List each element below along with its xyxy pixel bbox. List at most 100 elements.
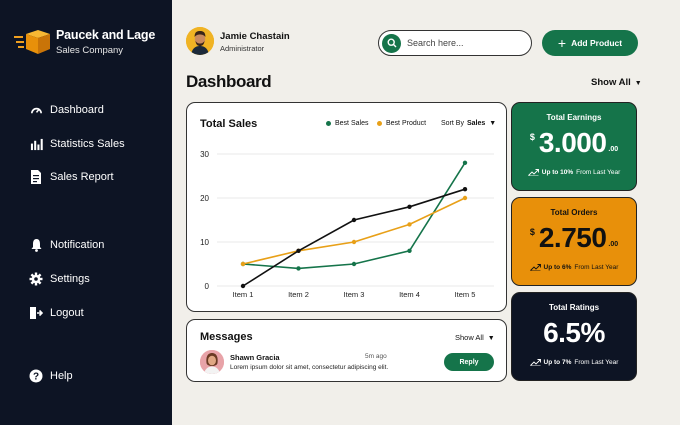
user-role: Administrator	[220, 44, 265, 53]
y-tick-label: 0	[205, 282, 210, 291]
logout-icon	[28, 305, 44, 321]
series-line	[242, 197, 466, 265]
trend-up-icon	[529, 264, 541, 271]
sidebar-item-label: Notification	[50, 239, 105, 251]
total-orders-card: Total Orders $ 2.750 .00 Up to 6% From L…	[511, 197, 637, 286]
svg-text:?: ?	[33, 372, 39, 383]
sidebar-item-help[interactable]: ? Help	[28, 368, 73, 384]
reply-button[interactable]: Reply	[444, 353, 494, 371]
legend-item-best-product: Best Product	[377, 120, 426, 127]
caret-down-icon: ▼	[634, 80, 642, 87]
sidebar-item-label: Help	[50, 370, 73, 382]
legend-dot	[377, 121, 382, 126]
data-point	[296, 248, 301, 253]
sidebar-item-dashboard[interactable]: Dashboard	[28, 102, 104, 118]
stat-change-value: Up to 6%	[543, 263, 572, 271]
stat-label: Total Ratings	[548, 303, 600, 312]
y-tick-label: 10	[200, 238, 209, 247]
caret-down-icon: ▼	[489, 120, 497, 127]
data-point	[351, 261, 357, 267]
messages-card: Messages Show All ▼ Shawn Gracia 5m ago L…	[186, 319, 507, 382]
message-time: 5m ago	[365, 353, 387, 360]
x-tick-label: Item 5	[455, 290, 476, 299]
brand-name: Paucek and Lage	[56, 28, 156, 42]
stat-value: $ 2.750 .00	[512, 222, 636, 254]
gear-icon	[28, 271, 44, 287]
data-point	[407, 222, 412, 227]
series-line	[242, 188, 466, 287]
sidebar-item-label: Dashboard	[50, 104, 104, 116]
sidebar-item-logout[interactable]: Logout	[28, 305, 84, 321]
x-tick-label: Item 1	[233, 290, 254, 299]
sort-by-value: Sales	[466, 120, 486, 127]
message-text: Lorem ipsum dolor sit amet, consectetur …	[230, 364, 389, 371]
sidebar-item-label: Sales Report	[50, 171, 114, 183]
gauge-icon	[28, 102, 44, 118]
legend-dot	[326, 121, 331, 126]
y-tick-label: 20	[200, 194, 209, 203]
data-point	[462, 160, 468, 165]
stat-value: 6.5%	[512, 317, 636, 349]
y-tick-label: 30	[200, 150, 209, 159]
messages-title: Messages	[200, 331, 253, 343]
stat-amount: 6.5%	[543, 317, 605, 348]
sort-by-dropdown[interactable]: Sort By Sales ▼	[441, 120, 496, 127]
data-point	[296, 266, 301, 271]
sidebar-item-label: Logout	[50, 307, 84, 319]
stat-value: $ 3.000 .00	[512, 127, 636, 159]
user-avatar-icon	[186, 27, 214, 55]
legend-item-best-sales: Best Sales	[326, 120, 368, 127]
user-name: Jamie Chastain	[220, 31, 290, 42]
add-product-button[interactable]: + Add Product	[542, 30, 638, 56]
trend-up-icon	[527, 169, 539, 176]
sidebar-item-statistics[interactable]: Statistics Sales	[28, 136, 125, 152]
data-point	[240, 261, 246, 267]
stat-change: Up to 6% From Last Year	[512, 263, 636, 271]
sidebar-item-notification[interactable]: Notification	[28, 237, 104, 253]
data-point	[462, 187, 468, 192]
show-all-label: Show All	[591, 77, 631, 88]
page-title: Dashboard	[186, 72, 272, 91]
sidebar-item-sales-report[interactable]: Sales Report	[28, 169, 114, 185]
avatar[interactable]	[200, 350, 224, 374]
brand: Paucek and Lage Sales Company	[14, 28, 155, 56]
stat-change-value: Up to 7%	[543, 358, 572, 366]
total-ratings-card: Total Ratings 6.5% Up to 7% From Last Ye…	[511, 292, 637, 381]
data-point	[407, 204, 412, 209]
help-icon: ?	[28, 368, 44, 384]
brand-subtitle: Sales Company	[56, 45, 124, 56]
currency-symbol: $	[529, 132, 535, 142]
stat-cents: .00	[608, 241, 619, 248]
sender-avatar-icon	[200, 350, 224, 374]
stat-cents: .00	[608, 146, 619, 153]
bar-chart-icon	[28, 136, 44, 152]
total-earnings-card: Total Earnings $ 3.000 .00 Up to 10% Fro…	[511, 102, 637, 191]
main-content: Jamie Chastain Administrator + Add Produ…	[172, 0, 680, 425]
messages-show-all-dropdown[interactable]: Show All ▼	[455, 333, 495, 342]
sort-by-label: Sort By	[441, 120, 464, 127]
legend-label: Best Product	[386, 120, 427, 127]
caret-down-icon: ▼	[487, 335, 495, 342]
data-point	[407, 248, 412, 253]
show-all-label: Show All	[455, 333, 484, 342]
sidebar: Paucek and Lage Sales Company Dashboard …	[0, 0, 172, 425]
search-button[interactable]	[382, 33, 401, 53]
bell-icon	[28, 237, 44, 253]
search-input[interactable]	[407, 38, 517, 48]
x-tick-label: Item 4	[399, 290, 420, 299]
sidebar-item-settings[interactable]: Settings	[28, 271, 90, 287]
stat-change-suffix: From Last Year	[574, 263, 619, 271]
stat-change: Up to 7% From Last Year	[512, 358, 636, 366]
legend-label: Best Sales	[335, 120, 369, 127]
show-all-dropdown[interactable]: Show All ▼	[591, 77, 642, 88]
stat-amount: 3.000	[538, 127, 607, 158]
sidebar-item-label: Settings	[50, 273, 90, 285]
sidebar-item-label: Statistics Sales	[50, 138, 125, 150]
plus-icon: +	[557, 35, 567, 51]
search-bar	[378, 30, 532, 56]
chart-title: Total Sales	[200, 118, 258, 130]
data-point	[240, 283, 246, 289]
stat-label: Total Orders	[550, 208, 598, 217]
stat-change-suffix: From Last Year	[574, 358, 619, 366]
avatar[interactable]	[186, 27, 214, 55]
